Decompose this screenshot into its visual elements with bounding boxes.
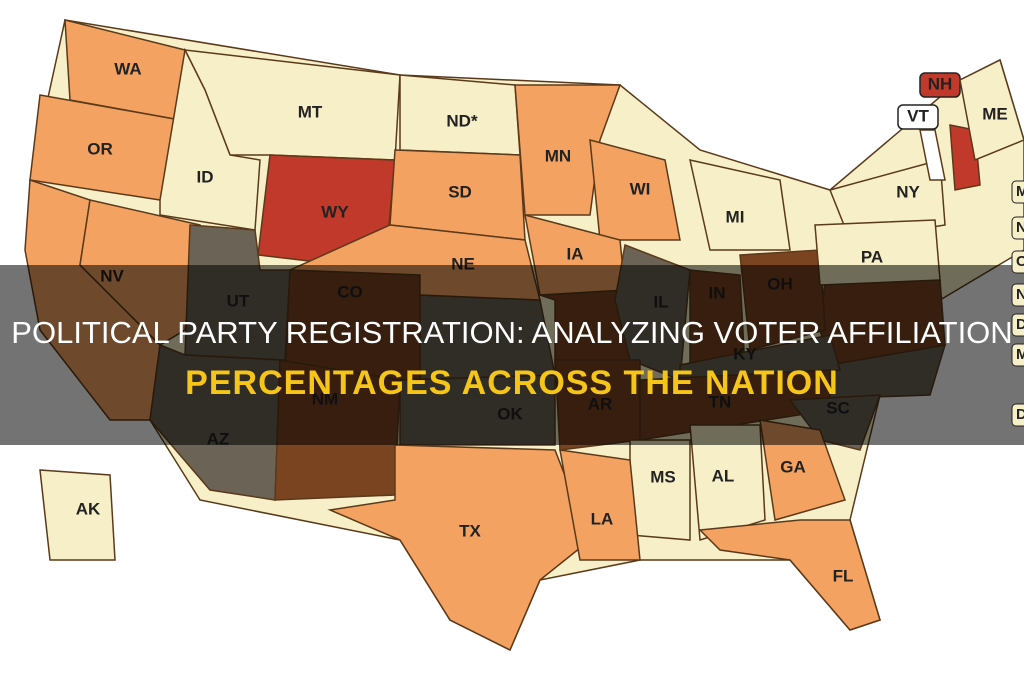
state-label: WY xyxy=(321,202,349,221)
state-label: AK xyxy=(76,499,101,518)
state-shape xyxy=(629,439,691,541)
state-label: ND* xyxy=(446,111,478,130)
state-shape xyxy=(39,469,116,561)
state-shape xyxy=(159,47,261,231)
side-label: M xyxy=(1016,183,1024,200)
side-label-box xyxy=(1011,180,1024,204)
side-label-box xyxy=(1011,313,1024,337)
title-line-2: PERCENTAGES ACROSS THE NATION xyxy=(185,364,839,402)
state-label: MS xyxy=(650,467,676,486)
state-label: MI xyxy=(726,207,745,226)
side-label-box xyxy=(1011,403,1024,427)
state-shape xyxy=(959,58,1024,162)
state-label-box xyxy=(897,104,939,130)
side-label: N xyxy=(1016,219,1024,236)
title-overlay xyxy=(0,265,1024,445)
state-label: IA xyxy=(567,244,584,263)
state-label: PA xyxy=(861,247,883,266)
state-shape xyxy=(559,449,641,561)
title-line-1: POLITICAL PARTY REGISTRATION: ANALYZING … xyxy=(11,315,1012,350)
state-label: WA xyxy=(114,59,141,78)
state-label: NH xyxy=(928,74,953,93)
state-label: MT xyxy=(298,102,323,121)
side-label: N xyxy=(1016,286,1024,303)
side-label-box xyxy=(1011,343,1024,367)
state-label: FL xyxy=(833,566,854,585)
state-shape xyxy=(919,129,946,181)
state-label: LA xyxy=(591,509,614,528)
state-label: MN xyxy=(545,146,571,165)
state-label: ID xyxy=(197,167,214,186)
state-label: WI xyxy=(630,179,651,198)
state-label: ME xyxy=(982,104,1008,123)
side-label: M xyxy=(1016,346,1024,363)
state-shape xyxy=(698,519,881,631)
side-label: D xyxy=(1016,316,1024,333)
side-label: C xyxy=(1016,253,1024,270)
state-label: NY xyxy=(896,182,920,201)
state-shape xyxy=(589,138,681,241)
state-label: SD xyxy=(448,182,472,201)
state-label-box xyxy=(919,72,961,98)
state-shape xyxy=(689,159,791,251)
side-label: D xyxy=(1016,406,1024,423)
state-label: VT xyxy=(907,106,929,125)
state-label: OR xyxy=(87,139,113,158)
state-label: TX xyxy=(459,521,481,540)
side-label-box xyxy=(1011,250,1024,274)
side-label-box xyxy=(1011,283,1024,307)
side-label-box xyxy=(1011,216,1024,240)
state-label: AL xyxy=(712,466,735,485)
state-label: GA xyxy=(780,457,806,476)
